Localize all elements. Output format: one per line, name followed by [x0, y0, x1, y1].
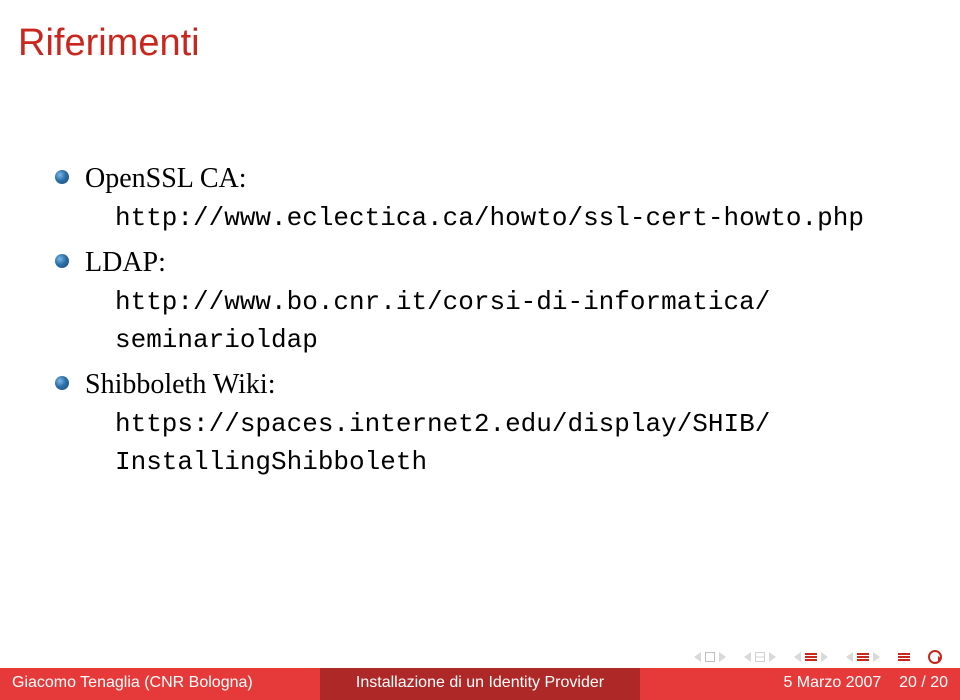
list-item: OpenSSL CA: http://www.eclectica.ca/howt…: [55, 160, 905, 236]
bullet-text: LDAP:: [85, 244, 905, 282]
nav-left-icon: [744, 652, 751, 662]
nav-menu-icon[interactable]: [898, 653, 910, 661]
footer-date-page: 5 Marzo 2007 20 / 20: [640, 668, 960, 700]
nav-right-icon: [873, 652, 880, 662]
nav-left-icon: [694, 652, 701, 662]
slide-title: Riferimenti: [18, 22, 200, 65]
bullet-icon: [55, 170, 69, 184]
footer-author: Giacomo Tenaglia (CNR Bologna): [0, 668, 320, 700]
nav-doc-icon: [755, 652, 765, 662]
bullet-url: http://www.eclectica.ca/howto/ssl-cert-h…: [115, 203, 864, 233]
content-area: OpenSSL CA: http://www.eclectica.ca/howt…: [55, 160, 905, 488]
bullet-label: Shibboleth Wiki:: [85, 369, 275, 400]
nav-right-icon: [821, 652, 828, 662]
bullet-icon: [55, 376, 69, 390]
bullet-text: OpenSSL CA:: [85, 160, 905, 198]
nav-lines-icon: [805, 653, 817, 661]
list-item: Shibboleth Wiki: https://spaces.internet…: [55, 366, 905, 480]
footer: Giacomo Tenaglia (CNR Bologna) Installaz…: [0, 668, 960, 700]
bullet-icon: [55, 254, 69, 268]
bullet-url: http://www.bo.cnr.it/corsi-di-informatic…: [115, 287, 770, 317]
nav-frame-back[interactable]: [694, 652, 726, 662]
footer-page-total: 20: [930, 674, 948, 691]
bullet-url: InstallingShibboleth: [115, 447, 427, 477]
footer-page-current: 20: [899, 674, 917, 691]
nav-lines-icon: [857, 653, 869, 661]
footer-title: Installazione di un Identity Provider: [320, 668, 640, 700]
nav-left-icon: [846, 652, 853, 662]
bullet-label: OpenSSL CA:: [85, 163, 247, 194]
nav-right-icon: [719, 652, 726, 662]
nav-square-icon: [705, 652, 715, 662]
bullet-url: seminarioldap: [115, 325, 318, 355]
nav-slide-back[interactable]: [794, 652, 828, 662]
footer-date: 5 Marzo 2007: [783, 674, 881, 691]
list-item: LDAP: http://www.bo.cnr.it/corsi-di-info…: [55, 244, 905, 358]
bullet-url: https://spaces.internet2.edu/display/SHI…: [115, 409, 770, 439]
nav-bar: [694, 650, 942, 664]
bullet-label: LDAP:: [85, 247, 166, 278]
nav-pause[interactable]: [846, 652, 880, 662]
nav-subsection-back[interactable]: [744, 652, 776, 662]
nav-left-icon: [794, 652, 801, 662]
nav-right-icon: [769, 652, 776, 662]
bullet-text: Shibboleth Wiki:: [85, 366, 905, 404]
nav-reload-icon[interactable]: [928, 650, 942, 664]
